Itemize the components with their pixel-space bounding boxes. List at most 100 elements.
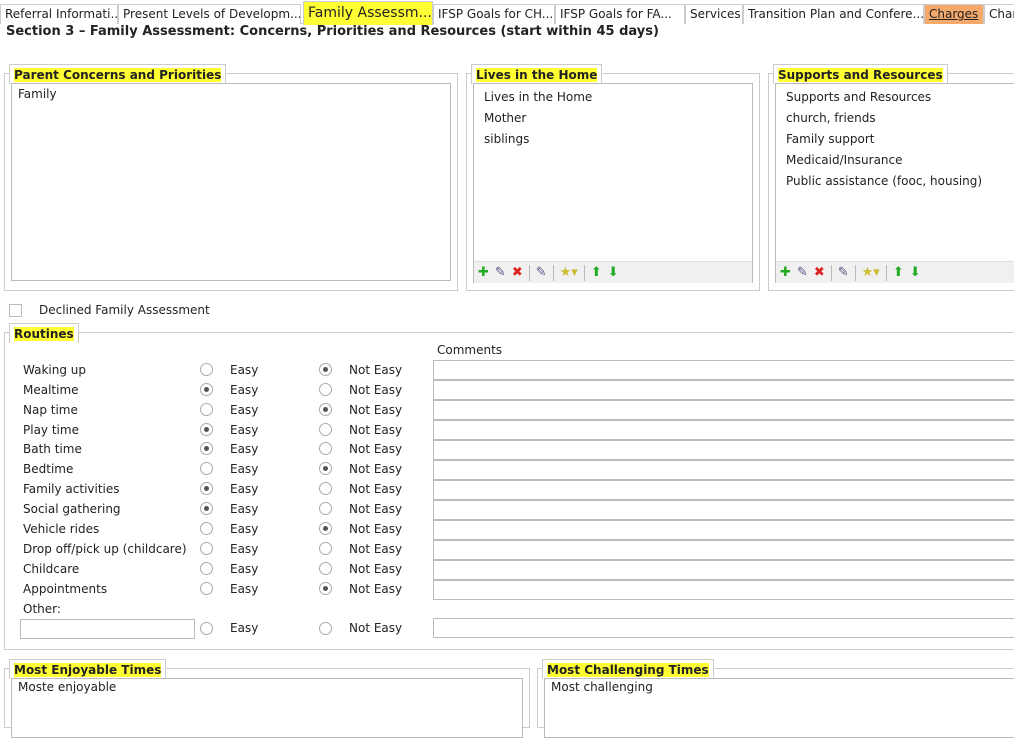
list-item[interactable]: siblings xyxy=(484,132,530,146)
move-down-icon[interactable]: ⬇ xyxy=(607,265,619,280)
routine-not-easy-radio[interactable] xyxy=(319,542,332,555)
add-icon[interactable]: ✚ xyxy=(780,265,791,280)
routine-not-easy-radio[interactable] xyxy=(319,442,332,455)
routine-not-easy-radio[interactable] xyxy=(319,462,332,475)
routine-not-easy-radio[interactable] xyxy=(319,383,332,396)
declined-checkbox[interactable] xyxy=(9,304,22,317)
routine-comment-input[interactable] xyxy=(433,480,1014,500)
routine-comment-input[interactable] xyxy=(433,360,1014,380)
routine-label: Bedtime xyxy=(23,462,74,476)
routine-comment-input[interactable] xyxy=(433,500,1014,520)
other-comment-input[interactable] xyxy=(433,618,1014,638)
routine-easy-radio[interactable] xyxy=(200,442,213,455)
not-easy-label: Not Easy xyxy=(349,502,403,516)
parent-concerns-textarea[interactable]: Family xyxy=(11,83,451,281)
tab-ifsp-goals-family[interactable]: IFSP Goals for FA... xyxy=(555,4,685,24)
routine-comment-input[interactable] xyxy=(433,440,1014,460)
not-easy-label: Not Easy xyxy=(349,363,403,377)
move-down-icon[interactable]: ⬇ xyxy=(909,265,921,280)
routine-label: Waking up xyxy=(23,363,86,377)
add-icon[interactable]: ✚ xyxy=(478,265,489,280)
tab-bar: Referral Informati... Present Levels of … xyxy=(0,1,1014,25)
routine-not-easy-radio[interactable] xyxy=(319,423,332,436)
routine-label: Vehicle rides xyxy=(23,522,100,536)
list-item[interactable]: Supports and Resources xyxy=(786,90,932,104)
list-item[interactable]: Lives in the Home xyxy=(484,90,593,104)
routine-comment-input[interactable] xyxy=(433,560,1014,580)
not-easy-label: Not Easy xyxy=(349,522,403,536)
not-easy-label: Not Easy xyxy=(349,403,403,417)
routine-label: Mealtime xyxy=(23,383,79,397)
list-item[interactable]: church, friends xyxy=(786,111,876,125)
edit-icon[interactable]: ✎ xyxy=(494,265,506,280)
routine-easy-radio[interactable] xyxy=(200,562,213,575)
list-item[interactable]: Medicaid/Insurance xyxy=(786,153,903,167)
routine-comment-input[interactable] xyxy=(433,540,1014,560)
supports-toolbar: ✚ ✎ ✖ ✎ ★▾ ⬆ ⬇ xyxy=(776,261,1014,283)
routine-not-easy-radio[interactable] xyxy=(319,562,332,575)
not-easy-label: Not Easy xyxy=(349,482,403,496)
other-label: Other: xyxy=(23,602,61,616)
not-easy-label: Not Easy xyxy=(349,423,403,437)
not-easy-label: Not Easy xyxy=(349,582,403,596)
routine-easy-radio[interactable] xyxy=(200,502,213,515)
routine-comment-input[interactable] xyxy=(433,460,1014,480)
enjoyable-label: Most Enjoyable Times xyxy=(14,663,162,677)
tab-transition-plan[interactable]: Transition Plan and Confere... xyxy=(743,4,924,24)
notes-icon[interactable]: ✎ xyxy=(535,265,547,280)
routine-not-easy-radio[interactable] xyxy=(319,482,332,495)
move-up-icon[interactable]: ⬆ xyxy=(892,265,904,280)
easy-label: Easy xyxy=(230,363,259,377)
other-easy-radio[interactable] xyxy=(200,622,213,635)
other-not-easy-radio[interactable] xyxy=(319,622,332,635)
list-item[interactable]: Mother xyxy=(484,111,527,125)
tab-services[interactable]: Services xyxy=(685,4,743,24)
routine-easy-radio[interactable] xyxy=(200,363,213,376)
routine-comment-input[interactable] xyxy=(433,580,1014,600)
routine-not-easy-radio[interactable] xyxy=(319,522,332,535)
move-up-icon[interactable]: ⬆ xyxy=(590,265,602,280)
routine-easy-radio[interactable] xyxy=(200,403,213,416)
list-item[interactable]: Family support xyxy=(786,132,875,146)
tab-family-assessment[interactable]: Family Assessm... xyxy=(303,1,433,25)
delete-icon[interactable]: ✖ xyxy=(813,265,825,280)
list-item[interactable]: Public assistance (fooc, housing) xyxy=(786,174,983,188)
comments-header: Comments xyxy=(437,343,503,357)
routine-easy-radio[interactable] xyxy=(200,462,213,475)
tab-ifsp-goals-child[interactable]: IFSP Goals for CH... xyxy=(433,4,555,24)
routine-comment-input[interactable] xyxy=(433,400,1014,420)
routine-easy-radio[interactable] xyxy=(200,482,213,495)
tab-charges[interactable]: Charges xyxy=(924,4,984,24)
notes-icon[interactable]: ✎ xyxy=(837,265,849,280)
routine-easy-radio[interactable] xyxy=(200,582,213,595)
routine-comment-input[interactable] xyxy=(433,380,1014,400)
not-easy-label: Not Easy xyxy=(349,562,403,576)
routine-easy-radio[interactable] xyxy=(200,423,213,436)
tab-referral-information[interactable]: Referral Informati... xyxy=(0,4,118,24)
enjoyable-textarea[interactable]: Moste enjoyable xyxy=(11,678,523,738)
lives-in-home-list[interactable]: Lives in the Home Mother siblings xyxy=(473,83,753,283)
favorite-add-icon[interactable]: ★▾ xyxy=(559,265,578,280)
enjoyable-group: Most Enjoyable Times Moste enjoyable xyxy=(4,659,530,738)
tab-charges-2[interactable]: Char xyxy=(984,4,1014,24)
routine-not-easy-radio[interactable] xyxy=(319,363,332,376)
routine-not-easy-radio[interactable] xyxy=(319,502,332,515)
supports-label: Supports and Resources xyxy=(778,68,943,82)
challenging-textarea[interactable]: Most challenging xyxy=(544,678,1014,738)
routines-label: Routines xyxy=(14,327,74,341)
not-easy-label: Not Easy xyxy=(349,621,403,635)
routine-easy-radio[interactable] xyxy=(200,542,213,555)
tab-present-levels[interactable]: Present Levels of Developm... xyxy=(118,4,301,24)
easy-label: Easy xyxy=(230,582,259,596)
routine-not-easy-radio[interactable] xyxy=(319,403,332,416)
edit-icon[interactable]: ✎ xyxy=(796,265,808,280)
routine-easy-radio[interactable] xyxy=(200,383,213,396)
routine-not-easy-radio[interactable] xyxy=(319,582,332,595)
other-input[interactable] xyxy=(20,619,195,639)
delete-icon[interactable]: ✖ xyxy=(511,265,523,280)
routine-comment-input[interactable] xyxy=(433,420,1014,440)
routine-easy-radio[interactable] xyxy=(200,522,213,535)
favorite-add-icon[interactable]: ★▾ xyxy=(861,265,880,280)
supports-list[interactable]: Supports and Resources church, friends F… xyxy=(775,83,1014,283)
routine-comment-input[interactable] xyxy=(433,520,1014,540)
